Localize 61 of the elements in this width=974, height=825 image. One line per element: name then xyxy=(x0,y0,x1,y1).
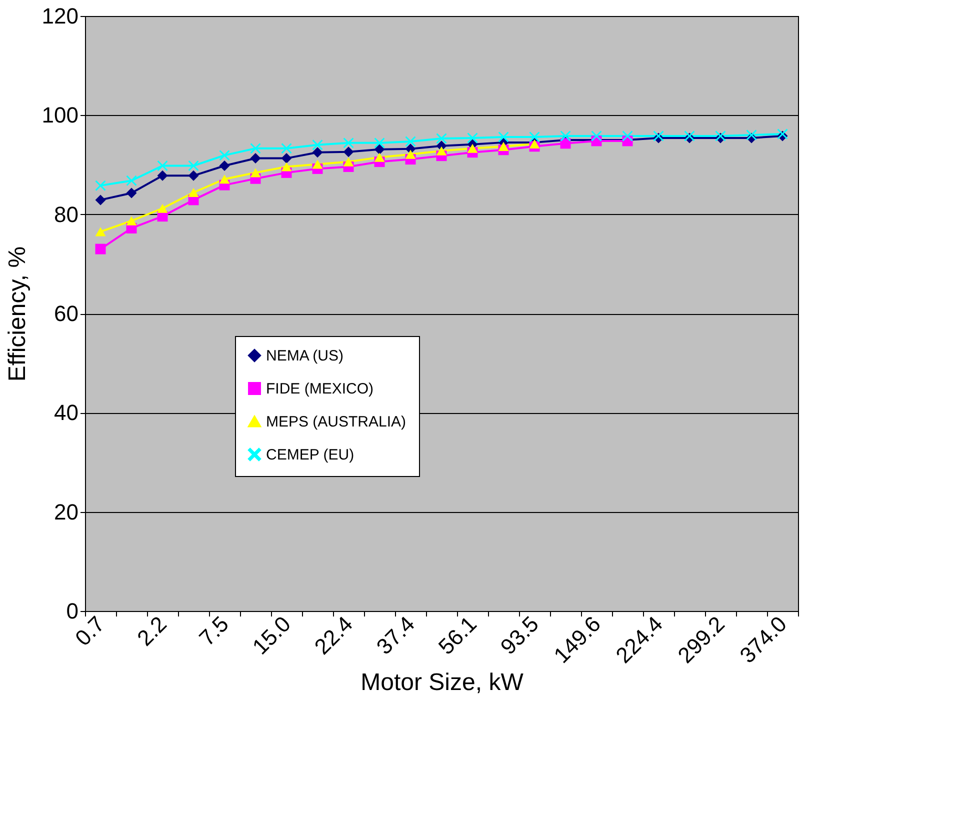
point xyxy=(405,136,416,147)
y-tick-label: 0 xyxy=(66,598,78,624)
point xyxy=(188,170,199,181)
y-tick-label: 120 xyxy=(42,4,78,28)
point xyxy=(157,170,168,181)
point xyxy=(95,227,106,236)
point xyxy=(95,194,106,206)
point xyxy=(250,143,261,154)
point xyxy=(250,153,261,164)
point xyxy=(374,144,385,155)
legend-label: CEMEP (EU) xyxy=(266,446,354,464)
point xyxy=(188,160,199,171)
x-tick-label: 37.4 xyxy=(372,611,420,660)
point xyxy=(436,133,447,144)
point xyxy=(498,132,509,142)
point xyxy=(281,162,292,172)
point xyxy=(343,157,354,166)
point xyxy=(157,204,168,213)
point xyxy=(374,138,385,148)
x-tick-label: 2.2 xyxy=(132,611,172,651)
point xyxy=(622,130,633,142)
y-axis-title: Efficiency, % xyxy=(4,246,31,382)
point xyxy=(95,180,106,191)
point xyxy=(405,150,416,159)
y-tick-label: 80 xyxy=(54,202,78,227)
point xyxy=(95,244,106,254)
legend-label: MEPS (AUSTRALIA) xyxy=(266,414,406,430)
point xyxy=(312,160,323,169)
point xyxy=(126,175,137,186)
point xyxy=(126,188,137,198)
point xyxy=(126,216,137,226)
point xyxy=(281,143,292,154)
y-tick-label: 100 xyxy=(42,102,78,128)
point xyxy=(281,153,292,164)
point xyxy=(591,130,602,142)
point xyxy=(219,160,230,171)
point xyxy=(250,168,261,178)
point xyxy=(467,144,478,153)
point xyxy=(746,130,757,140)
point xyxy=(436,146,447,156)
legend-label: NEMA (US) xyxy=(266,348,344,364)
point xyxy=(498,142,509,151)
point xyxy=(343,146,354,158)
point xyxy=(312,147,323,158)
point xyxy=(312,140,323,150)
legend-label: FIDE (MEXICO) xyxy=(266,380,374,398)
point xyxy=(529,132,540,142)
point xyxy=(219,150,230,161)
point xyxy=(467,132,478,144)
point xyxy=(343,138,354,148)
point xyxy=(374,152,385,162)
x-axis-title: Motor Size, kW xyxy=(360,669,524,696)
y-tick-label: 60 xyxy=(54,301,78,326)
x-tick-label: 56.1 xyxy=(434,611,482,660)
point xyxy=(157,160,168,171)
x-tick-label: 7.5 xyxy=(194,611,234,651)
y-tick-label: 40 xyxy=(54,400,78,426)
y-tick-label: 20 xyxy=(54,499,78,524)
point xyxy=(188,188,199,198)
point xyxy=(560,130,571,142)
point xyxy=(219,174,230,184)
